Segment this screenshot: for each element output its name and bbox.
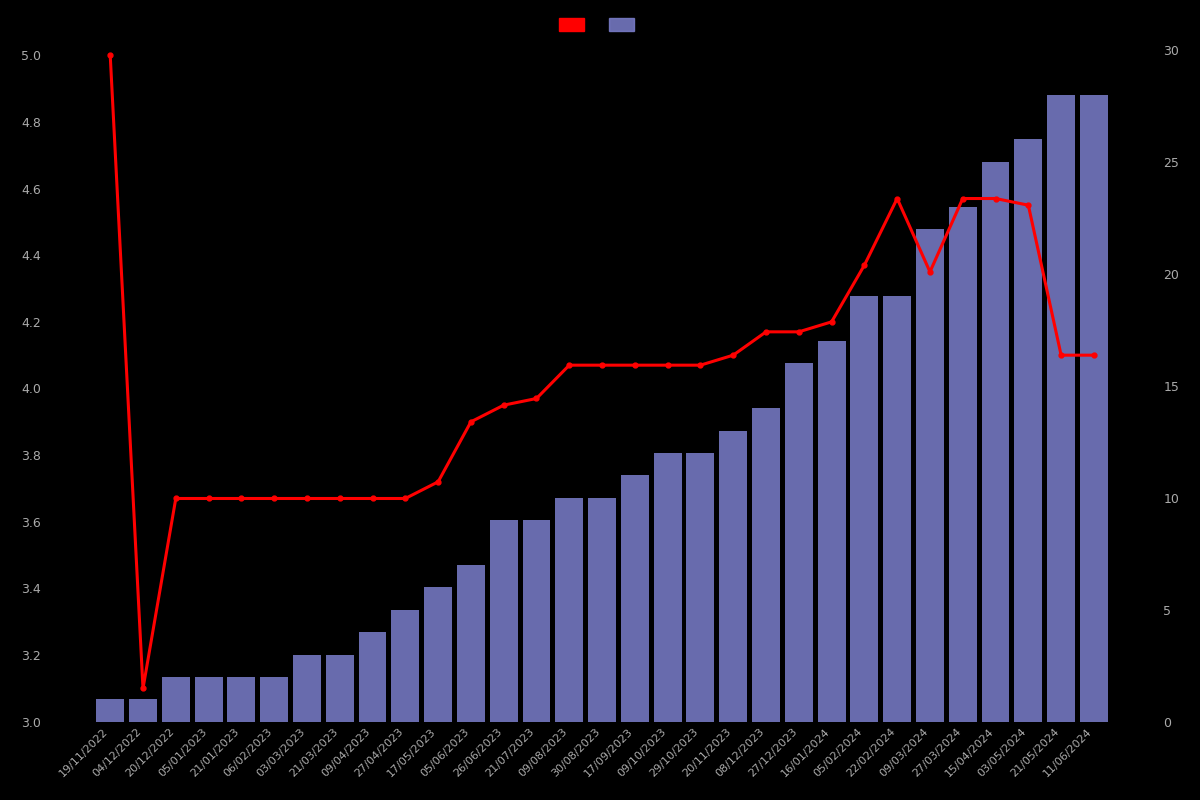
Bar	[982, 162, 1009, 722]
Bar	[260, 677, 288, 722]
Bar	[391, 610, 419, 722]
Bar	[949, 206, 977, 722]
Bar	[851, 296, 878, 722]
Bar	[817, 341, 846, 722]
Bar	[490, 520, 517, 722]
Bar	[457, 565, 485, 722]
Bar	[162, 677, 190, 722]
Bar	[326, 654, 354, 722]
Bar	[1080, 94, 1108, 722]
Bar	[916, 229, 944, 722]
Bar	[556, 498, 583, 722]
Legend: , : ,	[559, 18, 646, 32]
Bar	[130, 699, 157, 722]
Bar	[522, 520, 551, 722]
Bar	[228, 677, 256, 722]
Bar	[620, 475, 649, 722]
Bar	[1014, 139, 1043, 722]
Bar	[424, 587, 452, 722]
Bar	[719, 430, 748, 722]
Bar	[883, 296, 911, 722]
Bar	[785, 363, 812, 722]
Bar	[752, 408, 780, 722]
Bar	[1048, 94, 1075, 722]
Bar	[359, 632, 386, 722]
Bar	[194, 677, 222, 722]
Bar	[293, 654, 320, 722]
Bar	[686, 453, 714, 722]
Bar	[96, 699, 124, 722]
Bar	[588, 498, 616, 722]
Bar	[654, 453, 682, 722]
